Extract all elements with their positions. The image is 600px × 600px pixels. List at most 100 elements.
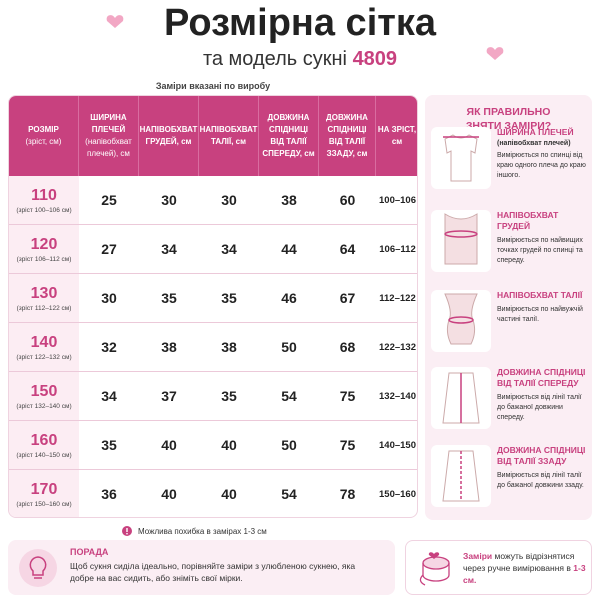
size-cell: 170 (зріст 150–160 см) — [9, 470, 79, 517]
size-label: 120 — [30, 235, 58, 253]
value-cell: 67 — [319, 274, 376, 323]
size-cell: 150 (зріст 132–140 см) — [9, 372, 79, 421]
guide-icon — [431, 367, 491, 429]
header-line: РОЗМІР — [28, 125, 59, 134]
height-note: (зріст 106–112 см) — [16, 255, 72, 263]
footnote: Можлива похибка в замірах 1-3 см — [122, 526, 267, 536]
tip-box: ПОРАДА Щоб сукня сиділа ідеально, порівн… — [8, 540, 395, 595]
tip-text: Щоб сукня сиділа ідеально, порівняйте за… — [70, 561, 356, 583]
column-header: ДОВЖИНА СПІДНИЦІ ВІД ТАЛІЇ СПЕРЕДУ, см — [259, 96, 319, 176]
value-cell: 40 — [139, 470, 199, 517]
guide-panel: ЯК ПРАВИЛЬНО ЗНЯТИ ЗАМІРИ? ШИРИНА ПЛЕЧЕЙ… — [425, 95, 592, 520]
guide-item-title: НАПІВОБХВАТ ТАЛІЇ — [497, 290, 583, 300]
size-cell: 130 (зріст 112–122 см) — [9, 274, 79, 323]
guide-item-title: ШИРИНА ПЛЕЧЕЙ — [497, 127, 574, 137]
size-table: РОЗМІР (зріст, см) ШИРИНА ПЛЕЧЕЙ (напівобхва… — [8, 95, 418, 518]
value-cell: 50 — [259, 421, 319, 470]
tape-icon — [419, 552, 450, 586]
value-cell: 30 — [139, 176, 199, 225]
header-line: ВІД ТАЛІЇ — [328, 137, 366, 146]
guide-text: НАПІВОБХВАТ ГРУДЕЙ Вимірюється по найвищи… — [497, 210, 589, 266]
guide-item-title: ДОВЖИНА СПІДНИЦІ ВІД ТАЛІЇ ЗЗАДУ — [497, 445, 586, 466]
value-cell: 40 — [199, 470, 259, 517]
warning-lead: Заміри — [463, 551, 493, 561]
footnote-text: Можлива похибка в замірах 1-3 см — [138, 526, 267, 536]
header-line: НАПІВОБХВАТ — [199, 125, 258, 134]
guide-text: ДОВЖИНА СПІДНИЦІ ВІД ТАЛІЇ СПЕРЕДУ Вимірю… — [497, 367, 589, 423]
header-line: ТАЛІЇ, см — [210, 137, 247, 146]
header-line: ЗЗАДУ, см — [326, 149, 368, 158]
value-cell: 75 — [319, 372, 376, 421]
size-label: 140 — [30, 333, 58, 351]
guide-item-title: НАПІВОБХВАТ ГРУДЕЙ — [497, 210, 559, 231]
header-line: плечей), см — [87, 149, 130, 158]
header-line: СПІДНИЦІ — [327, 125, 367, 134]
column-header: ШИРИНА ПЛЕЧЕЙ (напівобхват плечей), см — [79, 96, 139, 176]
header-line: ГРУДЕЙ, см — [145, 137, 192, 146]
size-cell: 140 (зріст 122–132 см) — [9, 323, 79, 372]
alert-icon — [122, 526, 132, 536]
value-cell: 35 — [199, 274, 259, 323]
title: Розмірна сітка — [163, 2, 437, 44]
size-cell: 160 (зріст 140–150 см) — [9, 421, 79, 470]
height-note: (зріст 112–122 см) — [16, 304, 72, 312]
value-cell: 64 — [319, 225, 376, 274]
size-cell: 120 (зріст 106–112 см) — [9, 225, 79, 274]
guide-item-text: Вимірюється від лінії талії до бажаної д… — [497, 472, 584, 489]
guide-item-title: ДОВЖИНА СПІДНИЦІ ВІД ТАЛІЇ СПЕРЕДУ — [497, 367, 586, 388]
header-line: НАПІВОБХВАТ — [139, 125, 198, 134]
subtitle: та модель сукні 4809 — [0, 48, 600, 71]
warning-box: Заміри можуть відрізнятися через ручне в… — [405, 540, 592, 595]
size-label: 170 — [30, 480, 58, 498]
value-cell: 112–122 — [376, 274, 417, 323]
hearts — [106, 15, 504, 60]
size-label: 160 — [30, 431, 58, 449]
height-note: (зріст 100–106 см) — [16, 206, 72, 214]
guide-item-text: Вимірюється по найвужчій частині талії. — [497, 306, 583, 323]
column-header: ДОВЖИНА СПІДНИЦІ ВІД ТАЛІЇ ЗЗАДУ, см — [319, 96, 376, 176]
header-line: СПЕРЕДУ, см — [262, 149, 315, 158]
value-cell: 150–160 — [376, 470, 417, 517]
value-cell: 35 — [199, 372, 259, 421]
value-cell: 36 — [79, 470, 139, 517]
value-cell: 40 — [199, 421, 259, 470]
header-line: СПІДНИЦІ — [268, 125, 309, 134]
value-cell: 106–112 — [376, 225, 417, 274]
header-line: см — [391, 137, 403, 146]
value-cell: 32 — [79, 323, 139, 372]
warning-text: Заміри можуть відрізнятися через ручне в… — [463, 550, 588, 586]
header-line: ДОВЖИНА — [267, 113, 310, 122]
guide-text: НАПІВОБХВАТ ТАЛІЇ Вимірюється по найвужчі… — [497, 290, 589, 325]
value-cell: 50 — [259, 323, 319, 372]
height-note: (зріст 140–150 см) — [16, 451, 72, 459]
value-cell: 27 — [79, 225, 139, 274]
value-cell: 34 — [79, 372, 139, 421]
tip-title: ПОРАДА — [70, 547, 109, 557]
guide-text: ДОВЖИНА СПІДНИЦІ ВІД ТАЛІЇ ЗЗАДУ Вимірюєт… — [497, 445, 589, 491]
guide-item-text: Вимірюється по спинці від краю одного пл… — [497, 152, 586, 179]
value-cell: 140–150 — [376, 421, 417, 470]
guide-item-text: Вимірюється по найвищих точках грудей по… — [497, 237, 583, 264]
value-cell: 37 — [139, 372, 199, 421]
value-cell: 30 — [79, 274, 139, 323]
value-cell: 60 — [319, 176, 376, 225]
header-line: НА ЗРІСТ, — [377, 125, 417, 134]
guide-text: ШИРИНА ПЛЕЧЕЙ (напівобхват плечей) Вимірює… — [497, 127, 589, 181]
guide-icon — [431, 127, 491, 189]
header-line: ДОВЖИНА — [326, 113, 368, 122]
guide-icon — [431, 210, 491, 272]
value-cell: 34 — [199, 225, 259, 274]
column-header: РОЗМІР (зріст, см) — [9, 96, 79, 176]
value-cell: 30 — [199, 176, 259, 225]
size-label: 150 — [30, 382, 58, 400]
height-note: (зріст 132–140 см) — [16, 402, 72, 410]
column-header: НАПІВОБХВАТ ГРУДЕЙ, см — [139, 96, 199, 176]
value-cell: 38 — [139, 323, 199, 372]
header-line: ПЛЕЧЕЙ — [91, 125, 126, 134]
value-cell: 75 — [319, 421, 376, 470]
value-cell: 46 — [259, 274, 319, 323]
bulb-icon — [19, 549, 57, 587]
size-cell: 110 (зріст 100–106 см) — [9, 176, 79, 225]
warning-accent: 1-3 см. — [463, 563, 586, 585]
